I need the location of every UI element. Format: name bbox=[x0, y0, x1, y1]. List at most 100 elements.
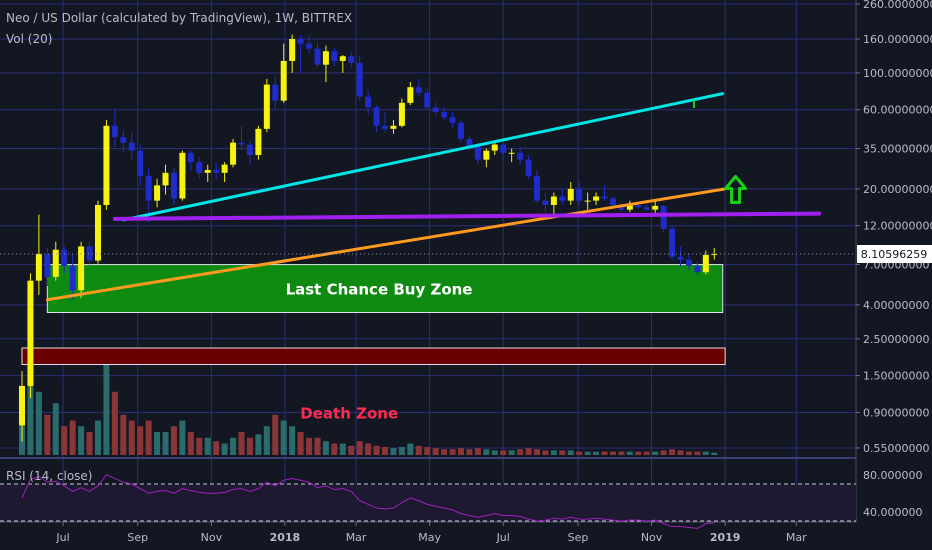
volume-bar bbox=[685, 451, 692, 455]
candle-body bbox=[660, 205, 667, 229]
candle bbox=[407, 82, 414, 106]
candle bbox=[398, 98, 405, 128]
candle-body bbox=[407, 87, 414, 103]
candle-body bbox=[491, 144, 498, 151]
volume-bar bbox=[466, 449, 473, 455]
rsi-indicator-label[interactable]: RSI (14, close) bbox=[6, 469, 93, 483]
candle bbox=[550, 192, 557, 215]
volume-bar bbox=[314, 437, 321, 455]
volume-bar bbox=[382, 446, 389, 455]
volume-bar bbox=[643, 451, 650, 455]
candle bbox=[263, 78, 270, 133]
volume-bar bbox=[52, 403, 59, 455]
volume-indicator-label[interactable]: Vol (20) bbox=[6, 32, 53, 46]
candle bbox=[280, 43, 287, 103]
candle bbox=[449, 112, 456, 128]
candle-body bbox=[424, 92, 431, 108]
candle bbox=[525, 155, 532, 179]
candle-body bbox=[52, 249, 59, 277]
time-axis: Jul Sep Nov 2018 Mar May Jul Sep Nov 2019 Mar bbox=[55, 522, 807, 544]
candle-body bbox=[263, 84, 270, 129]
symbol-title[interactable]: Neo / US Dollar (calculated by TradingVi… bbox=[6, 11, 353, 25]
volume-bar bbox=[365, 443, 372, 455]
candle-body bbox=[120, 137, 127, 143]
candle-body bbox=[390, 125, 397, 129]
candle bbox=[69, 254, 76, 300]
price-axis-label: 1.50000000 bbox=[863, 370, 929, 383]
candle-body bbox=[145, 175, 152, 201]
price-axis-label: 35.00000000 bbox=[863, 143, 932, 156]
candle-body bbox=[331, 51, 338, 61]
candle-body bbox=[94, 204, 101, 261]
candle-body bbox=[356, 62, 363, 97]
candle-body bbox=[69, 265, 76, 291]
candle bbox=[111, 109, 118, 147]
candle bbox=[508, 148, 515, 163]
candle-body bbox=[221, 164, 228, 173]
candle-body bbox=[626, 204, 633, 210]
candle bbox=[432, 102, 439, 116]
candle bbox=[196, 157, 203, 179]
volume-bar bbox=[297, 432, 304, 455]
candle bbox=[609, 196, 616, 208]
volume-bar bbox=[550, 450, 557, 455]
candle bbox=[331, 47, 338, 67]
candle-body bbox=[246, 144, 253, 156]
volume-bar bbox=[272, 414, 279, 455]
volume-bar bbox=[567, 450, 574, 455]
candle bbox=[348, 51, 355, 68]
candle bbox=[289, 34, 296, 73]
volume-bar bbox=[542, 450, 549, 455]
candle-body bbox=[635, 204, 642, 208]
volume-bar bbox=[407, 443, 414, 455]
candle bbox=[339, 55, 346, 73]
volume-bar bbox=[179, 420, 186, 455]
candle-body bbox=[61, 249, 68, 266]
price-axis-label: 12.00000000 bbox=[863, 220, 932, 233]
volume-bar bbox=[398, 446, 405, 455]
candle bbox=[86, 241, 93, 265]
candle bbox=[35, 214, 42, 295]
candle-body bbox=[137, 150, 144, 176]
candle bbox=[491, 142, 498, 156]
time-axis-label: Sep bbox=[568, 531, 589, 544]
candle-body bbox=[398, 102, 405, 126]
candle-body bbox=[533, 175, 540, 201]
volume-bar bbox=[255, 434, 262, 455]
time-axis-label: May bbox=[418, 531, 441, 544]
candle bbox=[272, 76, 279, 110]
candle bbox=[533, 169, 540, 203]
candle-body bbox=[179, 152, 186, 199]
candle bbox=[652, 200, 659, 214]
candle bbox=[559, 188, 566, 205]
death-zone-box bbox=[21, 347, 726, 366]
candle bbox=[27, 273, 34, 398]
volume-bar bbox=[415, 445, 422, 455]
volume-bar bbox=[432, 448, 439, 455]
volume-bar bbox=[576, 451, 583, 455]
candle-body bbox=[297, 38, 304, 44]
volume-bar bbox=[280, 420, 287, 455]
rsi-panel bbox=[0, 474, 856, 529]
volume-bar bbox=[128, 420, 135, 455]
candle-body bbox=[272, 84, 279, 101]
volume-bar bbox=[154, 432, 161, 455]
candle bbox=[221, 162, 228, 183]
candle-body bbox=[559, 196, 566, 201]
volume-bar bbox=[145, 420, 152, 455]
candle-body bbox=[322, 51, 329, 65]
candle-body bbox=[711, 254, 718, 256]
candle bbox=[187, 150, 194, 170]
rsi-line bbox=[21, 474, 715, 529]
time-axis-label: Sep bbox=[127, 531, 148, 544]
price-axis-label: 0.55000000 bbox=[863, 442, 929, 455]
candle-body bbox=[187, 152, 194, 163]
volume-bar bbox=[238, 432, 245, 455]
candle bbox=[390, 120, 397, 134]
candle bbox=[154, 178, 161, 208]
candle-body bbox=[154, 185, 161, 201]
volume-bar bbox=[458, 448, 465, 455]
volume-bar bbox=[221, 443, 228, 455]
candle-body bbox=[213, 169, 220, 173]
